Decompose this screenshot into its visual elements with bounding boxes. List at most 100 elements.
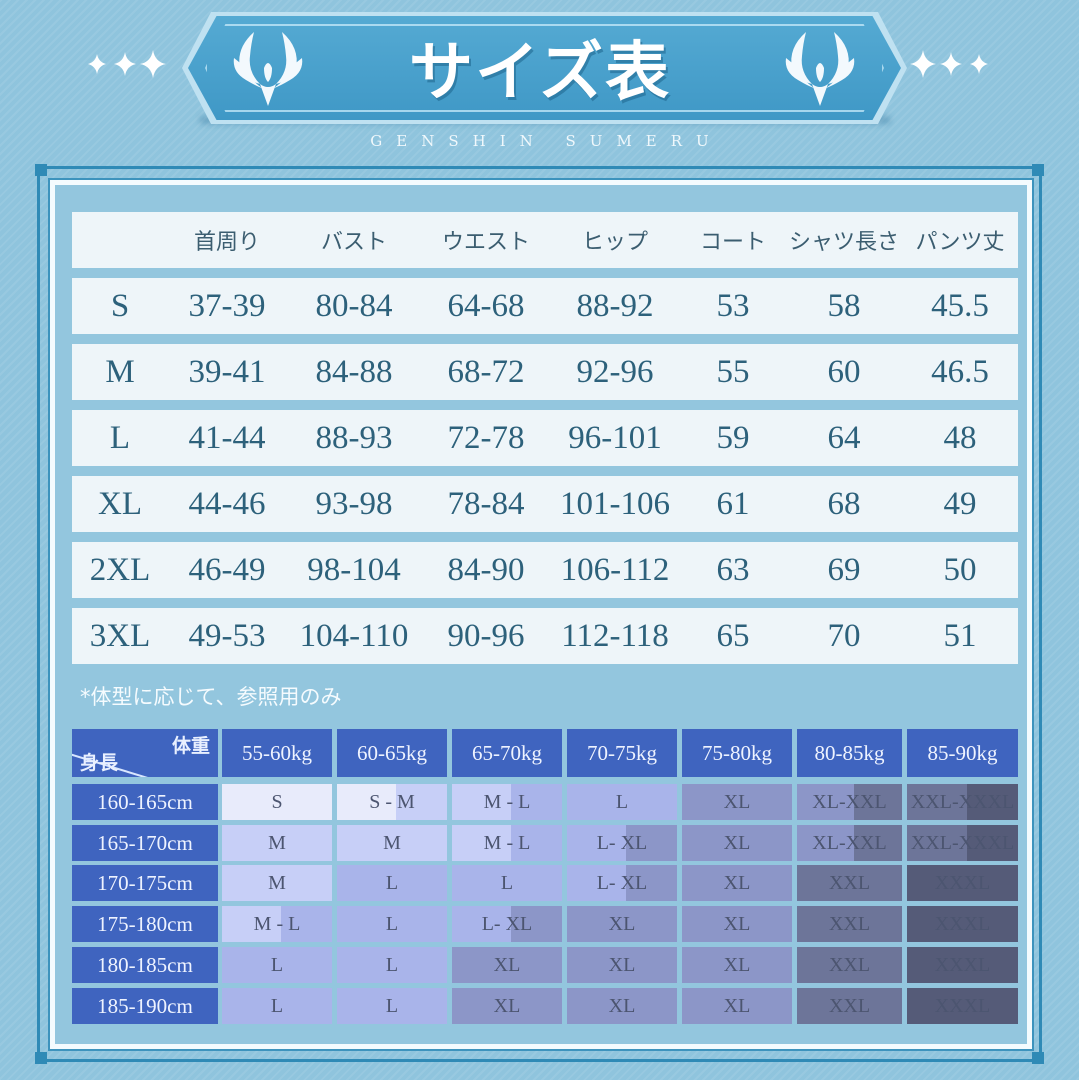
size-cell: XL xyxy=(682,988,792,1024)
size-value: L xyxy=(385,871,399,894)
size-value: XL xyxy=(723,831,751,854)
table-cell: 104-110 xyxy=(299,617,409,654)
size-value: XXL xyxy=(828,953,871,976)
size-cell: XXL xyxy=(797,988,902,1024)
table-row: 2XL 46-49 98-104 84-90 106-112 63 69 50 xyxy=(72,542,1018,598)
size-label: L xyxy=(109,419,131,456)
column-header: コート xyxy=(699,230,766,255)
size-value: XL xyxy=(608,994,636,1017)
size-value: XL-XXL xyxy=(812,790,887,813)
size-cell: M xyxy=(222,825,332,861)
table-cell: 59 xyxy=(716,419,750,456)
size-value: XL-XXL xyxy=(812,831,887,854)
table-cell: 78-84 xyxy=(447,485,525,522)
size-cell: XL xyxy=(567,947,677,983)
table-cell: 80-84 xyxy=(315,287,393,324)
table-cell: 53 xyxy=(716,287,750,324)
table-cell: 90-96 xyxy=(447,617,525,654)
size-value: S xyxy=(271,790,283,813)
size-split-shade xyxy=(626,825,677,861)
size-value: XXL-XXXL xyxy=(910,790,1015,813)
table-cell: 61 xyxy=(716,485,750,522)
column-header xyxy=(72,212,168,268)
size-value: M xyxy=(383,831,401,854)
table-cell: 72-78 xyxy=(447,419,525,456)
size-cell: L- XL xyxy=(567,865,677,901)
size-cell: M - L xyxy=(452,825,562,861)
height-row-label: 175-180cm xyxy=(72,906,218,942)
size-value: L xyxy=(615,790,629,813)
size-value: XXXL xyxy=(934,912,991,935)
table-cell: 46-49 xyxy=(188,551,266,588)
title-banner-inner-border xyxy=(205,24,884,112)
size-cell: XXL xyxy=(797,865,902,901)
size-cell: L xyxy=(337,947,447,983)
column-header: 首周り xyxy=(193,230,260,255)
size-cell: XL xyxy=(452,988,562,1024)
size-cell: XXXL xyxy=(907,906,1018,942)
size-cell: L xyxy=(452,865,562,901)
table-cell: 50 xyxy=(943,551,977,588)
size-label: M xyxy=(105,353,135,390)
size-cell: XXL-XXXL xyxy=(907,825,1018,861)
size-value: XL xyxy=(608,953,636,976)
size-label: XL xyxy=(98,485,142,522)
size-value: L xyxy=(270,994,284,1017)
table-cell: 64-68 xyxy=(447,287,525,324)
size-cell: S - M xyxy=(337,784,447,820)
column-header: バスト xyxy=(320,230,387,255)
table-cell: 69 xyxy=(827,551,861,588)
table-cell: 98-104 xyxy=(307,551,401,588)
size-value: XL xyxy=(723,953,751,976)
size-cell: M - L xyxy=(222,906,332,942)
table-row: 3XL 49-53 104-110 90-96 112-118 65 70 51 xyxy=(72,608,1018,664)
size-value: XXL-XXXL xyxy=(910,831,1015,854)
table-cell: 84-88 xyxy=(315,353,393,390)
table-cell: 55 xyxy=(716,353,750,390)
measurement-header-row: 首周り バスト ウエスト ヒップ コート シャツ長さ パンツ丈 xyxy=(72,212,1018,268)
size-cell: XL xyxy=(682,784,792,820)
column-header: パンツ丈 xyxy=(915,230,1005,255)
height-row-label: 165-170cm xyxy=(72,825,218,861)
size-cell: L- XL xyxy=(452,906,562,942)
table-cell: 60 xyxy=(827,353,861,390)
size-value: XXL xyxy=(828,994,871,1017)
weight-column-header: 55-60kg xyxy=(222,729,332,777)
size-cell: XL xyxy=(567,906,677,942)
size-value: L- XL xyxy=(596,871,648,894)
weight-column-header: 60-65kg xyxy=(337,729,447,777)
table-cell: 48 xyxy=(943,419,977,456)
table-cell: 92-96 xyxy=(576,353,654,390)
size-split-shade xyxy=(281,906,332,942)
size-cell: L xyxy=(222,947,332,983)
table-cell: 37-39 xyxy=(188,287,266,324)
reference-note: *体型に応じて、参照用のみ xyxy=(80,685,342,709)
sparkle-icon xyxy=(140,50,166,78)
sparkle-icon xyxy=(114,52,136,76)
size-cell: XXXL xyxy=(907,988,1018,1024)
outer-frame xyxy=(37,166,1042,1062)
size-value: L xyxy=(500,871,514,894)
table-cell: 112-118 xyxy=(561,617,669,654)
sparkle-icon xyxy=(910,50,936,78)
table-cell: 88-93 xyxy=(315,419,393,456)
size-value: XL xyxy=(493,994,521,1017)
table-cell: 68-72 xyxy=(447,353,525,390)
size-cell: XL xyxy=(567,988,677,1024)
size-cell: XXXL xyxy=(907,865,1018,901)
size-value: L xyxy=(385,994,399,1017)
table-row: M 39-41 84-88 68-72 92-96 55 60 46.5 xyxy=(72,344,1018,400)
size-value: L xyxy=(385,953,399,976)
size-cell: L xyxy=(337,865,447,901)
size-split-shade xyxy=(966,784,1018,820)
size-value: XXXL xyxy=(934,871,991,894)
table-cell: 70 xyxy=(827,617,861,654)
table-cell: 106-112 xyxy=(560,551,670,588)
size-value: L- XL xyxy=(481,912,533,935)
size-cell: L- XL xyxy=(567,825,677,861)
height-row-label: 185-190cm xyxy=(72,988,218,1024)
size-cell: XXXL xyxy=(907,947,1018,983)
weight-column-header: 75-80kg xyxy=(682,729,792,777)
height-axis-label: 身長 xyxy=(80,752,119,774)
size-label: S xyxy=(110,287,130,324)
